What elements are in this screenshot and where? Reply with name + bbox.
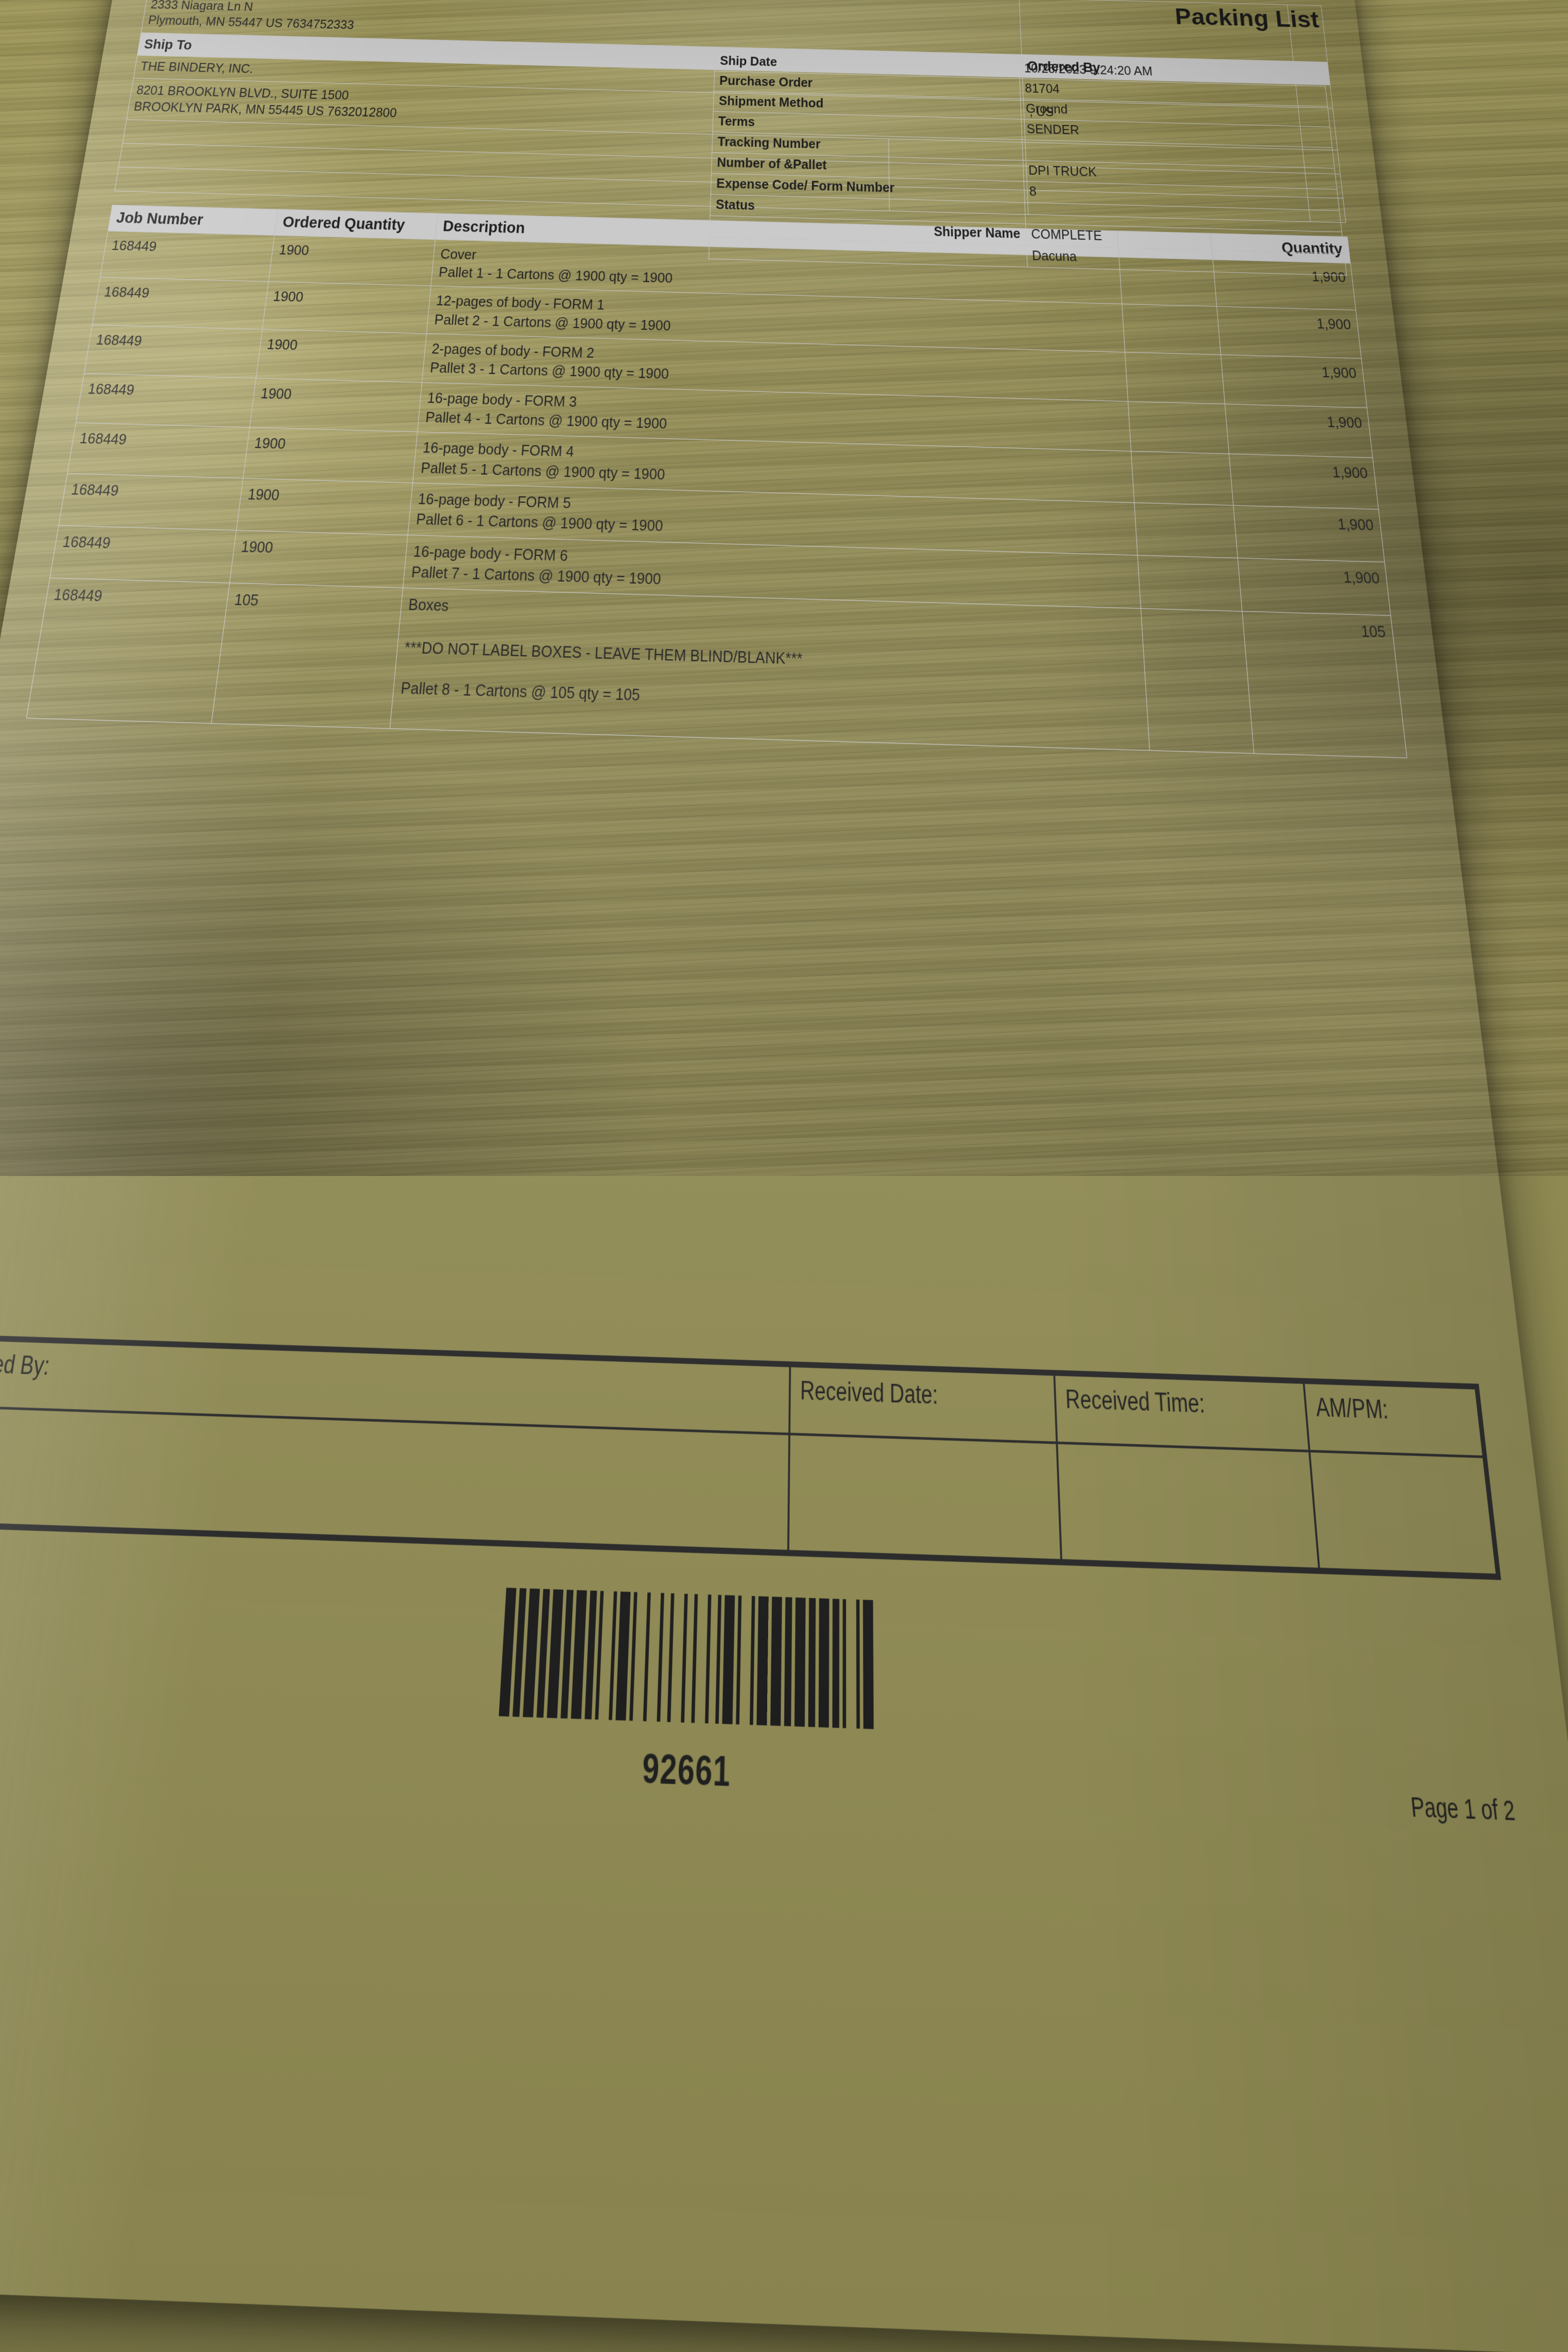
- description-warning-note: ***DO NOT LABEL BOXES - LEAVE THEM BLIND…: [404, 637, 803, 668]
- cell-ordered-quantity: 105: [211, 583, 404, 729]
- wood-desk-background: [0, 0, 1568, 1176]
- receipt-acknowledgement-box: Received By: Received Date: Received Tim…: [0, 1333, 1501, 1580]
- cell-ordered-quantity: 1900: [243, 427, 418, 483]
- cell-quantity: 1,900: [1225, 404, 1373, 458]
- cell-job-number: 168449: [49, 525, 237, 583]
- page-title: Packing List: [1174, 3, 1321, 33]
- cell-ordered-quantity: 1900: [262, 282, 431, 334]
- cell-ordered-quantity: 1900: [249, 378, 422, 432]
- shipment-details-panel: Ship Date 10/25/2023 9:24:20 AM Purchase…: [709, 51, 1347, 276]
- received-date-label: Received Date:: [789, 1366, 1057, 1443]
- cell-ordered-quantity: 1900: [256, 329, 427, 382]
- cell-ordered-quantity: 1900: [269, 235, 436, 286]
- cell-blank: [1131, 451, 1234, 505]
- barcode-number: 92661: [641, 1745, 731, 1796]
- received-time-label: Received Time:: [1054, 1374, 1310, 1451]
- shipment-details-table: Ship Date 10/25/2023 9:24:20 AM Purchase…: [709, 51, 1347, 276]
- cell-ordered-quantity: 1900: [236, 478, 413, 535]
- cell-ordered-quantity: 1900: [230, 530, 408, 588]
- description-pallet: Pallet 8 - 1 Cartons @ 105 qty = 105: [400, 678, 641, 704]
- am-pm-label: AM/PM:: [1304, 1383, 1483, 1457]
- column-header-ordered-quantity: Ordered Quantity: [274, 209, 438, 240]
- cell-blank: [1141, 608, 1254, 754]
- received-date-field[interactable]: [788, 1434, 1062, 1561]
- cell-quantity: 1,900: [1216, 306, 1361, 359]
- cell-quantity: 1,900: [1229, 454, 1379, 510]
- cell-job-number: 168449: [67, 423, 250, 478]
- cell-blank: [1134, 502, 1238, 558]
- cell-quantity: 1,900: [1221, 355, 1367, 408]
- cell-job-number: 168449: [26, 578, 230, 724]
- cell-job-number: 168449: [59, 473, 244, 530]
- cell-job-number: 168449: [92, 277, 269, 330]
- cell-job-number: 168449: [84, 325, 263, 378]
- cell-blank: [1125, 352, 1225, 404]
- cell-job-number: 168449: [100, 231, 275, 282]
- cell-quantity: 105: [1242, 611, 1407, 758]
- received-time-field[interactable]: [1057, 1443, 1320, 1569]
- cell-blank: [1122, 304, 1221, 355]
- barcode-image: [499, 1587, 877, 1729]
- receipt-table: Received By: Received Date: Received Tim…: [0, 1336, 1498, 1576]
- cell-quantity: 1,900: [1233, 505, 1385, 562]
- cell-blank: [1138, 555, 1242, 612]
- cell-job-number: 168449: [75, 373, 257, 428]
- am-pm-field[interactable]: [1309, 1451, 1497, 1575]
- page-number: Page 1 of 2: [1409, 1792, 1517, 1827]
- cell-blank: [1128, 401, 1229, 454]
- column-header-job-number: Job Number: [108, 205, 278, 235]
- items-table: Job Number Ordered Quantity Description …: [26, 205, 1407, 759]
- cell-description: Boxes ***DO NOT LABEL BOXES - LEAVE THEM…: [390, 588, 1150, 751]
- barcode-section: 92661: [0, 1554, 1568, 1826]
- cell-quantity: 1,900: [1237, 558, 1391, 616]
